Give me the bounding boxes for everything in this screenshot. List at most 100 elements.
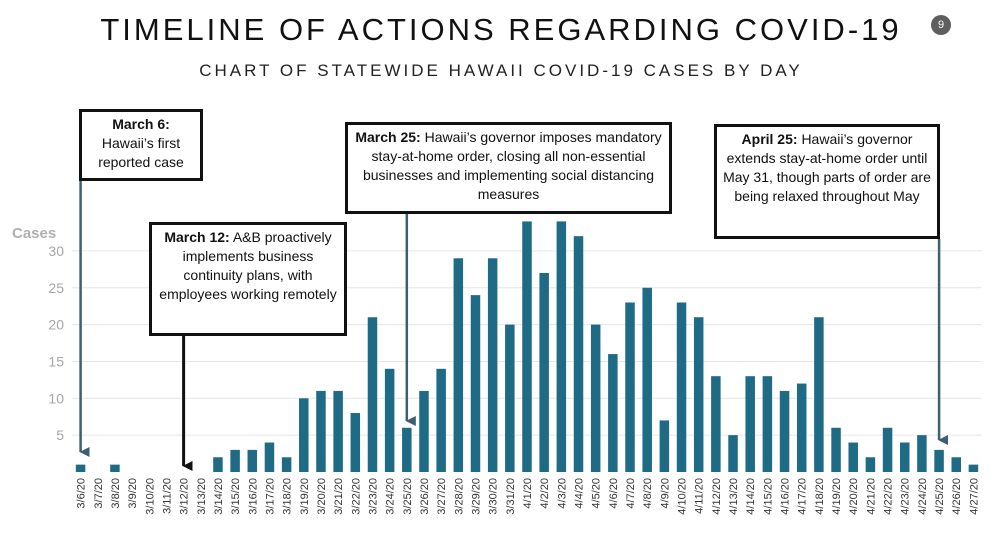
bar-3/20/20: [316, 390, 326, 472]
x-tick-label: 4/20/20: [848, 478, 860, 515]
y-axis-ticks: 5 10 15 20 25 30: [48, 243, 64, 443]
x-tick-label: 3/23/20: [367, 478, 379, 515]
bar-4/24/20: [917, 435, 927, 472]
x-tick-label: 3/13/20: [196, 478, 208, 515]
x-tick-label: 4/12/20: [711, 478, 723, 515]
y-tick-label: 25: [48, 280, 64, 296]
y-tick-label: 10: [48, 390, 64, 406]
x-tick-label: 4/4/20: [574, 478, 586, 509]
x-tick-label: 4/19/20: [831, 478, 843, 515]
bar-4/13/20: [728, 435, 738, 472]
y-tick-label: 15: [48, 353, 64, 369]
x-tick-label: 4/18/20: [814, 478, 826, 515]
x-tick-label: 3/27/20: [436, 478, 448, 515]
annotation-arrows: [79, 181, 949, 471]
bar-3/14/20: [213, 457, 223, 472]
bar-4/3/20: [556, 221, 567, 472]
bar-4/26/20: [951, 457, 961, 472]
bar-3/18/20: [281, 457, 292, 472]
x-tick-label: 4/22/20: [883, 478, 895, 515]
callout-april-25: April 25: Hawaii’s governor extends stay…: [714, 124, 940, 239]
bar-3/22/20: [350, 413, 361, 472]
bar-4/2/20: [539, 273, 549, 472]
callout-march-6: March 6: Hawaii’s first reported case: [79, 109, 203, 181]
x-tick-label: 3/8/20: [110, 478, 122, 509]
x-tick-label: 3/30/20: [488, 478, 500, 515]
bar-4/18/20: [814, 317, 824, 472]
bar-4/4/20: [573, 236, 584, 472]
x-tick-label: 4/6/20: [608, 478, 620, 509]
callout-text: Hawaii’s first reported case: [98, 135, 184, 170]
bar-4/25/20: [934, 449, 944, 472]
bar-4/6/20: [608, 354, 618, 472]
x-tick-label: 3/22/20: [350, 478, 362, 515]
x-tick-label: 3/16/20: [247, 478, 259, 515]
bar-4/19/20: [831, 427, 841, 472]
x-tick-label: 3/6/20: [76, 478, 88, 509]
x-tick-label: 3/26/20: [419, 478, 431, 515]
x-tick-label: 4/5/20: [591, 478, 603, 509]
bar-4/8/20: [642, 287, 652, 472]
x-tick-label: 4/16/20: [780, 478, 792, 515]
bar-4/10/20: [676, 302, 687, 472]
bar-4/21/20: [865, 457, 876, 472]
x-tick-label: 4/11/20: [694, 478, 706, 514]
x-tick-label: 3/10/20: [144, 478, 156, 515]
x-tick-label: 4/17/20: [797, 478, 809, 515]
bar-4/16/20: [779, 390, 790, 472]
callout-date: March 25:: [355, 129, 421, 145]
bar-3/23/20: [367, 317, 378, 472]
bar-3/6/20: [75, 464, 86, 472]
chart-subtitle: CHART OF STATEWIDE HAWAII COVID-19 CASES…: [199, 61, 803, 80]
x-tick-label: 3/12/20: [179, 478, 191, 515]
bar-4/7/20: [625, 302, 635, 472]
x-tick-label: 4/15/20: [762, 478, 774, 515]
bar-4/14/20: [745, 376, 755, 472]
y-tick-label: 5: [56, 427, 64, 443]
bar-3/15/20: [230, 449, 240, 472]
bar-4/22/20: [882, 427, 893, 472]
x-tick-label: 4/1/20: [522, 478, 534, 509]
x-tick-label: 4/13/20: [728, 478, 740, 515]
x-tick-label: 3/17/20: [264, 478, 276, 515]
x-tick-label: 4/25/20: [934, 478, 946, 515]
callout-march-12: March 12: A&B proactively implements bus…: [149, 222, 347, 336]
y-tick-label: 20: [48, 317, 64, 333]
x-tick-label: 4/2/20: [539, 478, 551, 509]
y-tick-label: 30: [48, 243, 64, 259]
x-tick-label: 4/26/20: [951, 478, 963, 515]
x-tick-label: 4/3/20: [556, 478, 568, 509]
bar-3/21/20: [333, 390, 343, 472]
y-axis-label: Cases: [12, 225, 56, 242]
x-tick-label: 4/7/20: [625, 478, 637, 509]
bar-3/8/20: [110, 464, 120, 472]
callout-date: March 6:: [112, 116, 170, 132]
bar-3/25/20: [402, 427, 412, 472]
x-tick-label: 3/18/20: [282, 478, 294, 515]
callout-text: Hawaii’s governor extends stay-at-home o…: [723, 131, 931, 204]
bars: [75, 221, 979, 472]
page-title: TIMELINE OF ACTIONS REGARDING COVID-19: [100, 12, 902, 47]
bar-3/16/20: [247, 449, 258, 472]
callout-text: Hawaii’s governor imposes mandatory stay…: [362, 129, 662, 202]
x-tick-label: 4/21/20: [865, 478, 877, 515]
x-tick-label: 3/29/20: [470, 478, 482, 515]
bar-3/27/20: [436, 368, 446, 472]
x-tick-label: 3/7/20: [93, 478, 105, 509]
bar-3/19/20: [299, 398, 309, 472]
bar-4/15/20: [762, 376, 773, 472]
bar-4/11/20: [693, 317, 704, 472]
x-tick-label: 4/23/20: [900, 478, 912, 515]
bar-4/27/20: [968, 464, 979, 472]
bar-4/9/20: [659, 420, 670, 472]
x-tick-label: 3/20/20: [316, 478, 328, 515]
bar-4/20/20: [848, 442, 858, 472]
bar-4/12/20: [711, 376, 721, 472]
bar-4/23/20: [899, 442, 910, 472]
x-axis-ticks: 3/6/20 3/7/20 3/8/20 3/9/20 3/10/20 3/11/20 3/…: [76, 478, 981, 515]
bar-3/30/20: [487, 258, 498, 472]
x-tick-label: 3/9/20: [127, 478, 139, 509]
x-tick-label: 4/14/20: [745, 478, 757, 515]
x-tick-label: 3/19/20: [299, 478, 311, 515]
